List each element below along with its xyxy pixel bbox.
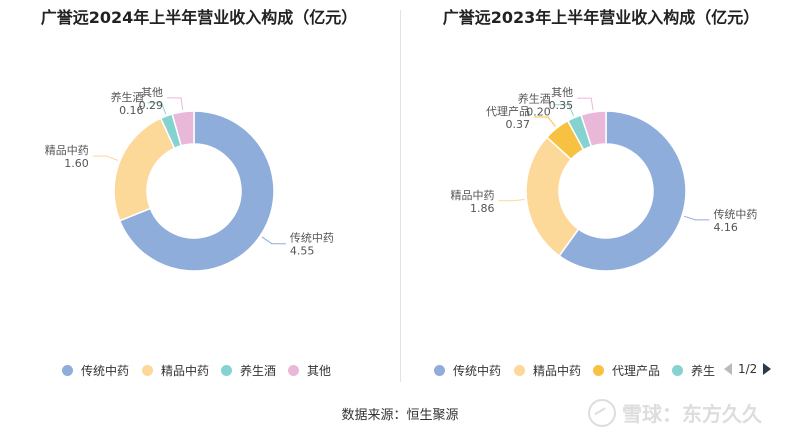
legend-label: 精品中药 [533, 364, 582, 378]
legend-label: 精品中药 [161, 364, 210, 378]
slice-name-label-养生酒: 养生酒 [518, 92, 551, 106]
legend-item-传统中药[interactable]: 传统中药 [434, 362, 501, 379]
legend-dot-icon [62, 365, 73, 376]
slice-name-label-精品中药: 精品中药 [45, 144, 89, 157]
slice-name-label-养生酒: 养生酒 [111, 90, 144, 104]
legend-item-养生[interactable]: 养生 [672, 362, 715, 379]
leader-line-养生酒 [554, 104, 574, 116]
watermark: 雪球：东方久久 [588, 398, 762, 427]
leader-line-其他 [577, 97, 594, 111]
legend-item-传统中药[interactable]: 传统中药 [62, 362, 129, 379]
slice-精品中药[interactable] [113, 117, 176, 222]
slice-精品中药[interactable] [525, 136, 580, 257]
slice-value-label-其他: 0.35 [549, 99, 574, 112]
legend-label: 代理产品 [612, 364, 661, 378]
legend-item-精品中药[interactable]: 精品中药 [514, 362, 581, 379]
legend-item-其他[interactable]: 其他 [288, 362, 331, 379]
slice-value-label-精品中药: 1.60 [64, 157, 89, 170]
legend-label: 养生 [691, 364, 716, 378]
slice-name-label-精品中药: 精品中药 [451, 189, 495, 202]
legend-page-number: 1/2 [738, 362, 758, 376]
slice-name-label-代理产品: 代理产品 [486, 104, 530, 118]
legend-next-icon[interactable] [763, 363, 772, 375]
data-source: 数据来源：恒生聚源 [341, 408, 459, 423]
legend-dot-icon [593, 365, 604, 376]
slice-传统中药[interactable] [118, 110, 275, 272]
legend-2024: 传统中药 精品中药 养生酒 其他 [0, 362, 398, 380]
slice-name-label-其他: 其他 [141, 86, 163, 99]
legend-item-养生酒[interactable]: 养生酒 [221, 362, 276, 379]
leader-line-代理产品 [533, 116, 556, 127]
legend-label: 其他 [307, 364, 332, 378]
slice-value-label-传统中药: 4.16 [713, 221, 738, 234]
legend-dot-icon [142, 365, 153, 376]
panel-divider [400, 10, 401, 382]
chart-title-2024: 广誉远2024年上半年营业收入构成（亿元） [40, 8, 358, 27]
leader-line-精品中药 [92, 155, 119, 161]
slice-value-label-其他: 0.29 [139, 99, 164, 112]
legend-prev-icon[interactable] [724, 363, 732, 375]
slice-传统中药[interactable] [558, 110, 687, 272]
legend-item-代理产品[interactable]: 代理产品 [593, 362, 660, 379]
legend-dot-icon [221, 365, 232, 376]
legend-dot-icon [434, 365, 445, 376]
chart-panel-2023: 广誉远2023年上半年营业收入构成（亿元） 传统中药 4.16 精品中药 1.86 代理… [402, 0, 800, 390]
slice-value-label-精品中药: 1.86 [470, 202, 495, 215]
watermark-text: 雪球：东方久久 [622, 402, 762, 426]
chart-title-2023: 广誉远2023年上半年营业收入构成（亿元） [442, 8, 760, 27]
slice-value-label-养生酒: 0.16 [119, 104, 144, 117]
legend-label: 养生酒 [240, 364, 277, 378]
slice-name-label-其他: 其他 [551, 86, 573, 99]
chart-panel-2024: 广誉远2024年上半年营业收入构成（亿元） 传统中药 4.55 精品中药 1.60 养生… [0, 0, 398, 390]
legend-label: 传统中药 [453, 364, 502, 378]
slice-name-label-传统中药: 传统中药 [713, 208, 757, 221]
slice-其他[interactable] [171, 110, 195, 147]
legend-dot-icon [514, 365, 525, 376]
slice-value-label-传统中药: 4.55 [290, 245, 315, 258]
leader-line-精品中药 [498, 199, 525, 202]
snowball-logo-icon [588, 398, 616, 427]
slice-value-label-养生酒: 0.20 [526, 106, 551, 119]
leader-line-养生酒 [147, 102, 167, 115]
leader-line-其他 [167, 97, 184, 110]
slice-其他[interactable] [580, 110, 607, 148]
legend-dot-icon [672, 365, 683, 376]
legend-dot-icon [288, 365, 299, 376]
legend-pager: 1/2 [724, 362, 772, 376]
leader-line-传统中药 [683, 215, 710, 221]
legend-2023: 传统中药 精品中药 代理产品 养生 1/2 [402, 362, 800, 380]
slice-value-label-代理产品: 0.37 [505, 118, 530, 131]
legend-item-精品中药[interactable]: 精品中药 [142, 362, 209, 379]
legend-label: 传统中药 [81, 364, 130, 378]
slice-name-label-传统中药: 传统中药 [290, 232, 334, 245]
leader-line-传统中药 [261, 236, 286, 245]
